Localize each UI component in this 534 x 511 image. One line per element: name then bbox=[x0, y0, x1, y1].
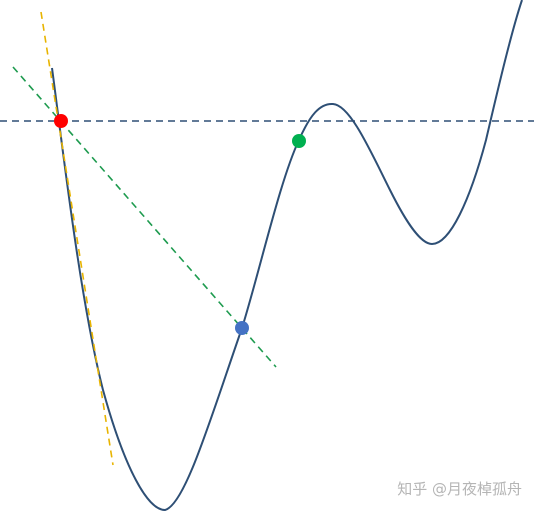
point-green bbox=[292, 134, 306, 148]
point-red bbox=[54, 114, 68, 128]
secant-line bbox=[12, 66, 277, 368]
watermark: 知乎 @月夜棹孤舟 bbox=[397, 480, 522, 498]
function-curve bbox=[51, 0, 523, 511]
tangent-line bbox=[40, 11, 114, 466]
point-blue bbox=[235, 321, 249, 335]
